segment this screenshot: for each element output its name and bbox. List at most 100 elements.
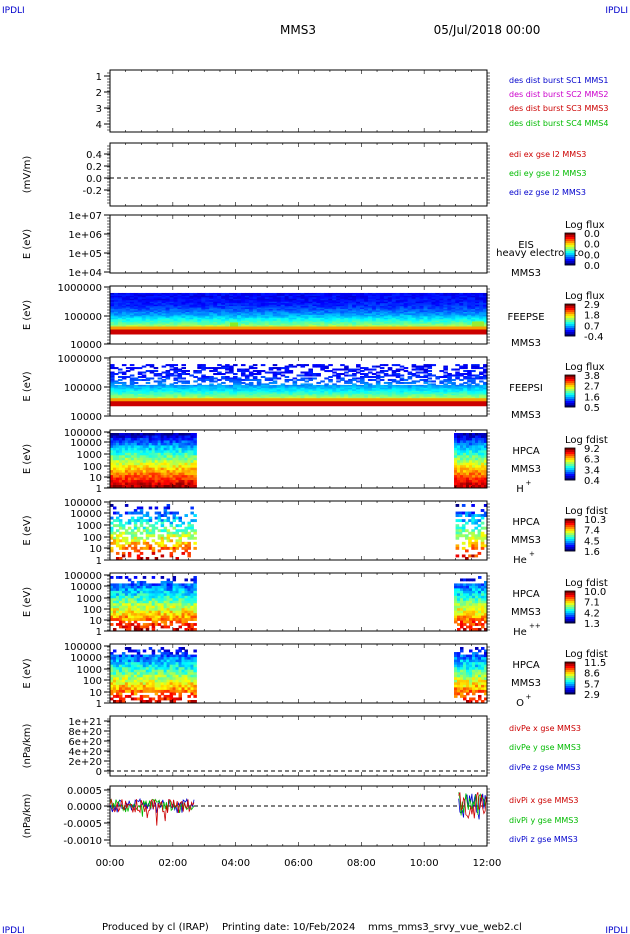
heatmap-cell xyxy=(149,314,155,317)
heatmap-cell xyxy=(221,316,226,319)
colorbar-step xyxy=(565,237,575,240)
heatmap-cell xyxy=(113,295,119,298)
heatmap-cell xyxy=(316,390,321,393)
heatmap-cell xyxy=(284,300,290,303)
heatmap-cell xyxy=(185,301,190,304)
heatmap-cell xyxy=(112,462,117,466)
heatmap-cell xyxy=(344,368,349,371)
heatmap-cell xyxy=(379,294,385,297)
heatmap-cell xyxy=(137,393,143,396)
heatmap-cell xyxy=(248,393,254,396)
heatmap-cell xyxy=(252,294,258,297)
heatmap-cell xyxy=(236,322,242,325)
heatmap-cell xyxy=(431,316,437,319)
heatmap-cell xyxy=(256,304,262,307)
heatmap-cell xyxy=(110,322,115,325)
heatmap-cell xyxy=(248,395,254,398)
heatmap-cell xyxy=(292,303,298,306)
y-tick-label: 100000 xyxy=(64,383,102,394)
heatmap-cell xyxy=(439,387,444,390)
heatmap-cell xyxy=(415,314,421,317)
heatmap-cell xyxy=(110,311,115,314)
heatmap-cell xyxy=(284,396,290,399)
heatmap-cell xyxy=(149,295,155,298)
heatmap-cell xyxy=(276,396,282,399)
heatmap-cell xyxy=(115,475,120,478)
heatmap-cell xyxy=(149,319,155,322)
heatmap-cell xyxy=(130,470,135,474)
heatmap-cell xyxy=(403,310,409,313)
heatmap-cell xyxy=(356,309,361,312)
heatmap-cell xyxy=(161,314,167,317)
heatmap-cell xyxy=(312,306,317,309)
heatmap-cell xyxy=(161,384,167,387)
heatmap-cell xyxy=(356,322,361,325)
heatmap-cell xyxy=(435,389,440,392)
heatmap-cell xyxy=(411,292,417,295)
heatmap-cell xyxy=(169,368,175,371)
heatmap-cell xyxy=(403,301,409,304)
heatmap-cell xyxy=(363,392,369,395)
heatmap-cell xyxy=(229,320,234,323)
heatmap-cell xyxy=(344,320,349,323)
heatmap-cell xyxy=(217,307,222,310)
heatmap-cell xyxy=(304,374,310,377)
heatmap-cell xyxy=(459,367,464,370)
heatmap-cell xyxy=(356,396,361,399)
heatmap-cell xyxy=(213,386,218,389)
heatmap-cell xyxy=(479,392,484,395)
heatmap-cell xyxy=(129,396,135,399)
heatmap-cell xyxy=(161,317,167,320)
heatmap-cell xyxy=(467,313,472,316)
heatmap-cell xyxy=(451,393,456,396)
heatmap-cell xyxy=(375,317,381,320)
heatmap-cell xyxy=(395,393,401,396)
heatmap-cell xyxy=(264,304,270,307)
heatmap-cell xyxy=(471,380,476,383)
heatmap-cell xyxy=(419,311,425,314)
heatmap-cell xyxy=(149,301,155,304)
heatmap-cell xyxy=(475,292,480,295)
heatmap-cell xyxy=(153,314,159,317)
heatmap-cell xyxy=(483,316,488,319)
heatmap-cell xyxy=(236,306,242,309)
heatmap-cell xyxy=(439,386,444,389)
heatmap-cell xyxy=(352,370,357,373)
heatmap-cell xyxy=(173,393,179,396)
heatmap-cell xyxy=(451,310,456,313)
heatmap-cell xyxy=(117,292,123,295)
heatmap-cell xyxy=(213,377,218,380)
heatmap-cell xyxy=(407,325,413,328)
heatmap-cell xyxy=(352,384,357,387)
heatmap-cell xyxy=(240,396,246,399)
heatmap-cell xyxy=(360,320,365,323)
heatmap-cell xyxy=(371,323,377,326)
heatmap-cell xyxy=(415,311,421,314)
colorbar-step xyxy=(565,383,575,386)
heatmap-cell xyxy=(395,294,401,297)
heatmap-cell xyxy=(288,311,294,314)
heatmap-cell xyxy=(141,384,147,387)
heatmap-cell xyxy=(145,310,151,313)
heatmap-cell xyxy=(363,390,369,393)
heatmap-cell xyxy=(387,300,393,303)
heatmap-cell xyxy=(112,472,117,476)
heatmap-cell xyxy=(419,298,425,301)
heatmap-cell xyxy=(181,295,186,298)
heatmap-cell xyxy=(435,298,440,301)
heatmap-cell xyxy=(360,387,365,390)
heatmap-cell xyxy=(475,367,480,370)
heatmap-cell xyxy=(471,294,476,297)
heatmap-cell xyxy=(419,389,425,392)
heatmap-cell xyxy=(189,303,194,306)
heatmap-cell xyxy=(124,470,129,474)
heatmap-cell xyxy=(348,309,353,312)
heatmap-cell xyxy=(399,319,405,322)
heatmap-cell xyxy=(423,306,429,309)
heatmap-cell xyxy=(225,395,230,398)
heatmap-cell xyxy=(340,300,345,303)
colorbar-step xyxy=(565,239,575,242)
heatmap-cell xyxy=(205,304,210,307)
heatmap-cell xyxy=(185,309,190,312)
heatmap-cell xyxy=(371,294,377,297)
